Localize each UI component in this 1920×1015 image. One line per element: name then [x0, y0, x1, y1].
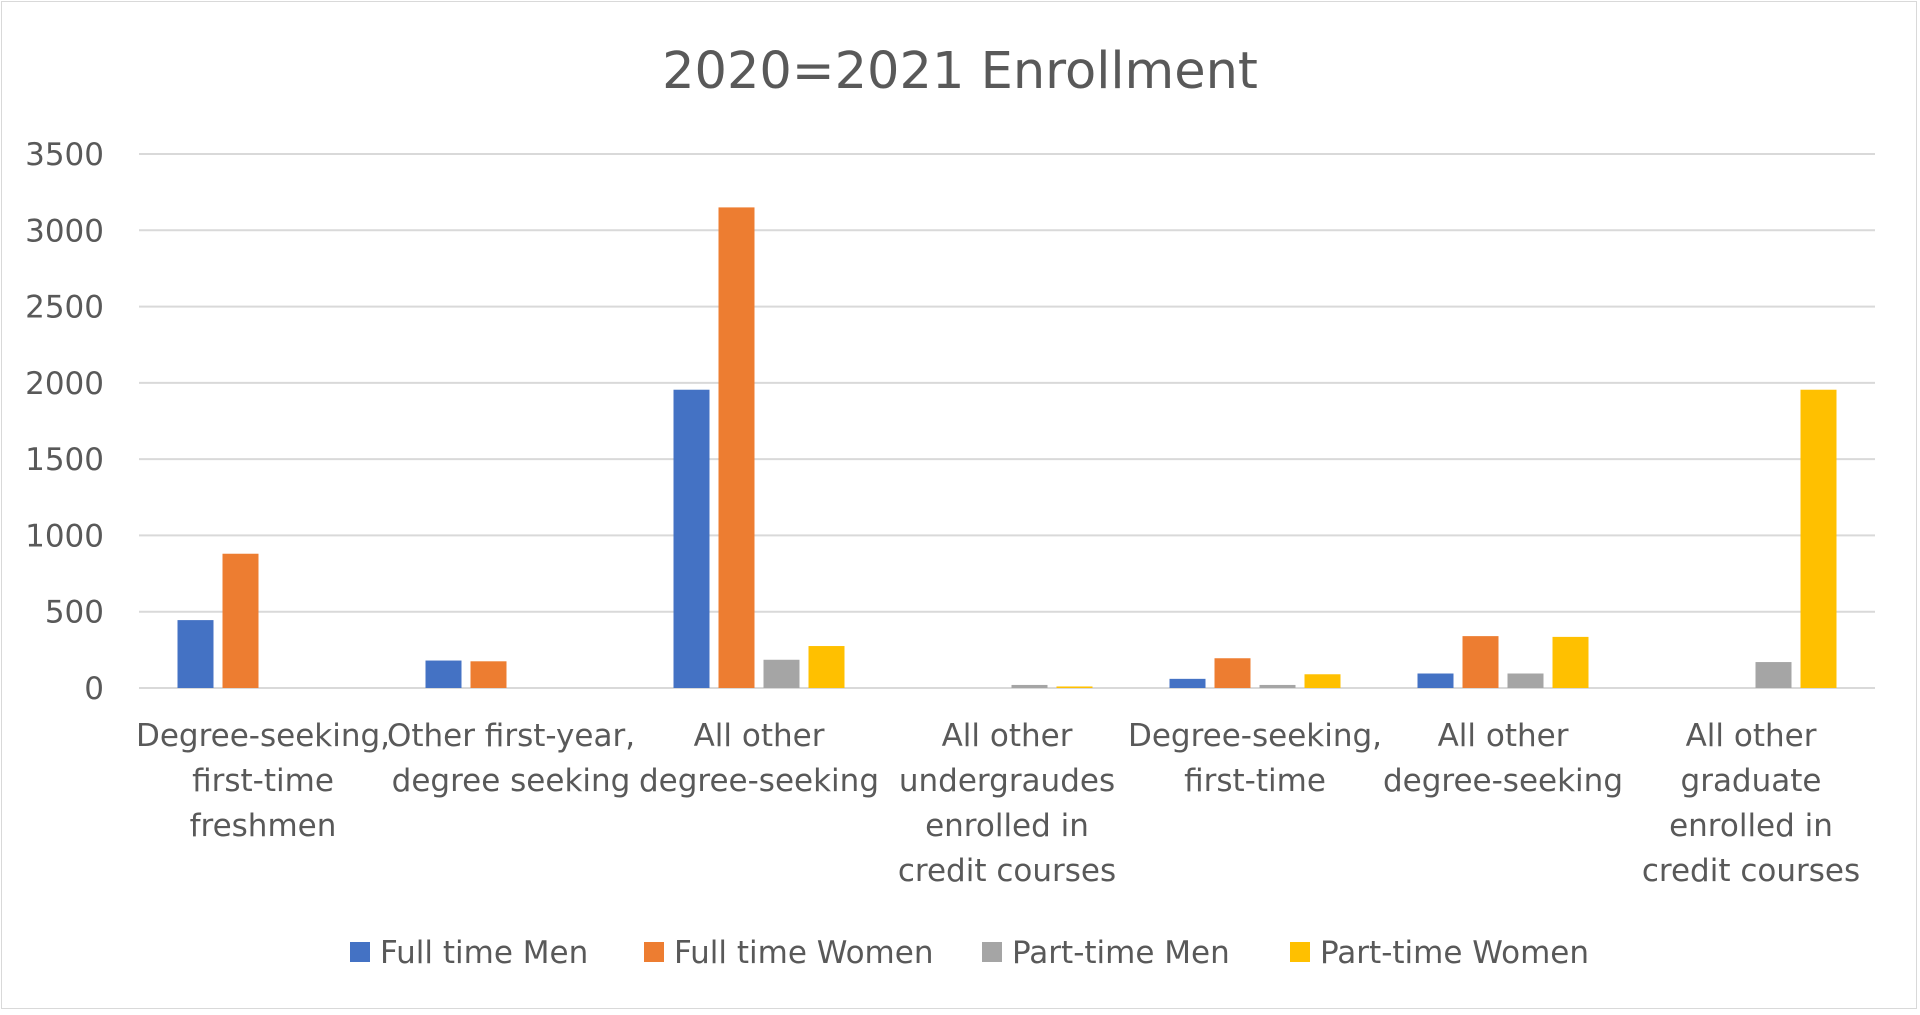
bar — [470, 661, 507, 688]
x-category-label: first-time — [192, 763, 334, 799]
bar — [222, 553, 259, 688]
x-category-label: All other — [1438, 718, 1569, 754]
x-axis-categories: Degree-seeking, first-time freshmen Other f… — [136, 718, 1860, 889]
bar — [1304, 674, 1341, 688]
bar — [1507, 673, 1544, 688]
y-tick-label: 1000 — [25, 518, 104, 554]
bar — [718, 207, 755, 688]
legend-label: Part-time Men — [1012, 935, 1230, 971]
legend-label: Full time Men — [380, 935, 588, 971]
bar — [763, 659, 800, 688]
bar — [673, 389, 710, 688]
y-tick-label: 3500 — [25, 137, 104, 173]
x-category-label: credit courses — [898, 853, 1116, 889]
x-category-label: enrolled in — [925, 808, 1089, 844]
x-category-label: graduate — [1681, 763, 1822, 799]
x-category-label: credit courses — [1642, 853, 1860, 889]
x-category-label: Degree-seeking, — [1128, 718, 1382, 754]
x-category-label: enrolled in — [1669, 808, 1833, 844]
legend: Full time Men Full time Women Part-time Me… — [350, 935, 1589, 971]
bar — [1462, 636, 1499, 688]
x-category-label: All other — [694, 718, 825, 754]
x-category-label: undergraudes — [899, 763, 1115, 799]
x-category-label: degree seeking — [392, 763, 631, 799]
bar — [1800, 389, 1837, 688]
bar — [1056, 686, 1093, 688]
x-category-label: degree-seeking — [639, 763, 879, 799]
bar — [425, 660, 462, 688]
bar — [808, 646, 845, 688]
chart-title: 2020=2021 Enrollment — [662, 42, 1258, 101]
x-category-label: Degree-seeking, — [136, 718, 390, 754]
bar — [1259, 684, 1296, 688]
legend-label: Part-time Women — [1320, 935, 1589, 971]
legend-swatch — [1290, 942, 1310, 962]
x-category-label: All other — [1686, 718, 1817, 754]
gridlines — [139, 153, 1875, 689]
x-category-label: All other — [942, 718, 1073, 754]
bar — [1755, 662, 1792, 688]
legend-swatch — [644, 942, 664, 962]
legend-swatch — [982, 942, 1002, 962]
bar — [1214, 658, 1251, 688]
legend-swatch — [350, 942, 370, 962]
bar — [1169, 678, 1206, 688]
y-tick-label: 3000 — [25, 213, 104, 249]
y-tick-label: 2500 — [25, 290, 104, 326]
y-tick-label: 500 — [45, 595, 104, 631]
x-category-label: Other first-year, — [387, 718, 635, 754]
legend-label: Full time Women — [674, 935, 933, 971]
y-tick-label: 0 — [84, 671, 104, 707]
x-category-label: first-time — [1184, 763, 1326, 799]
bar — [177, 620, 214, 688]
bars — [177, 207, 1837, 688]
y-tick-label: 1500 — [25, 442, 104, 478]
y-tick-label: 2000 — [25, 366, 104, 402]
x-category-label: freshmen — [190, 808, 337, 844]
y-axis-ticks: 0 500 1000 1500 2000 2500 3000 3500 — [25, 137, 104, 707]
bar — [1011, 684, 1048, 688]
x-category-label: degree-seeking — [1383, 763, 1623, 799]
bar — [1552, 636, 1589, 688]
bar — [1417, 673, 1454, 688]
